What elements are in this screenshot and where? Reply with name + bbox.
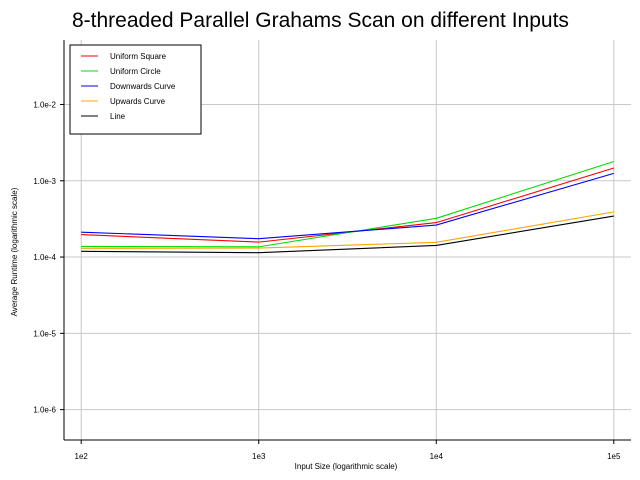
tick-labels: 1e2 1e3 1e4 1e5 1.0e-6 1.0e-5 1.0e-4 1.0e-3 1.0e… <box>33 100 621 461</box>
legend-label-uniform-circle: Uniform Circle <box>110 67 161 76</box>
chart-title: 8-threaded Parallel Grahams Scan on diff… <box>72 9 569 32</box>
y-tick-label: 1.0e-2 <box>33 100 56 109</box>
series-line-upwards-curve <box>81 211 614 249</box>
x-axis-label: Input Size (logarithmic scale) <box>295 462 398 471</box>
legend-box <box>69 44 202 135</box>
series-line-uniform-circle <box>81 160 614 248</box>
legend-label-line: Line <box>110 112 126 121</box>
x-tick-label: 1e5 <box>607 452 621 461</box>
x-tick-label: 1e4 <box>430 452 444 461</box>
x-tick-label: 1e3 <box>252 452 266 461</box>
legend-label-downwards-curve: Downwards Curve <box>110 82 176 91</box>
series-line-downwards-curve <box>81 172 614 240</box>
legend-label-uniform-square: Uniform Square <box>110 52 167 61</box>
y-axis-label: Average Runtime (logarithmic scale) <box>10 187 19 316</box>
series-lines <box>81 160 614 254</box>
y-tick-label: 1.0e-6 <box>33 406 56 415</box>
legend-label-upwards-curve: Upwards Curve <box>110 97 166 106</box>
legend: Uniform Square Uniform Circle Downwards Cu… <box>69 44 202 135</box>
series-line-line <box>81 215 614 254</box>
x-tick-label: 1e2 <box>75 452 89 461</box>
y-tick-label: 1.0e-5 <box>33 329 56 338</box>
y-tick-label: 1.0e-4 <box>33 253 56 262</box>
axes <box>60 40 631 444</box>
series-line-uniform-square <box>81 167 614 243</box>
y-tick-label: 1.0e-3 <box>33 177 56 186</box>
